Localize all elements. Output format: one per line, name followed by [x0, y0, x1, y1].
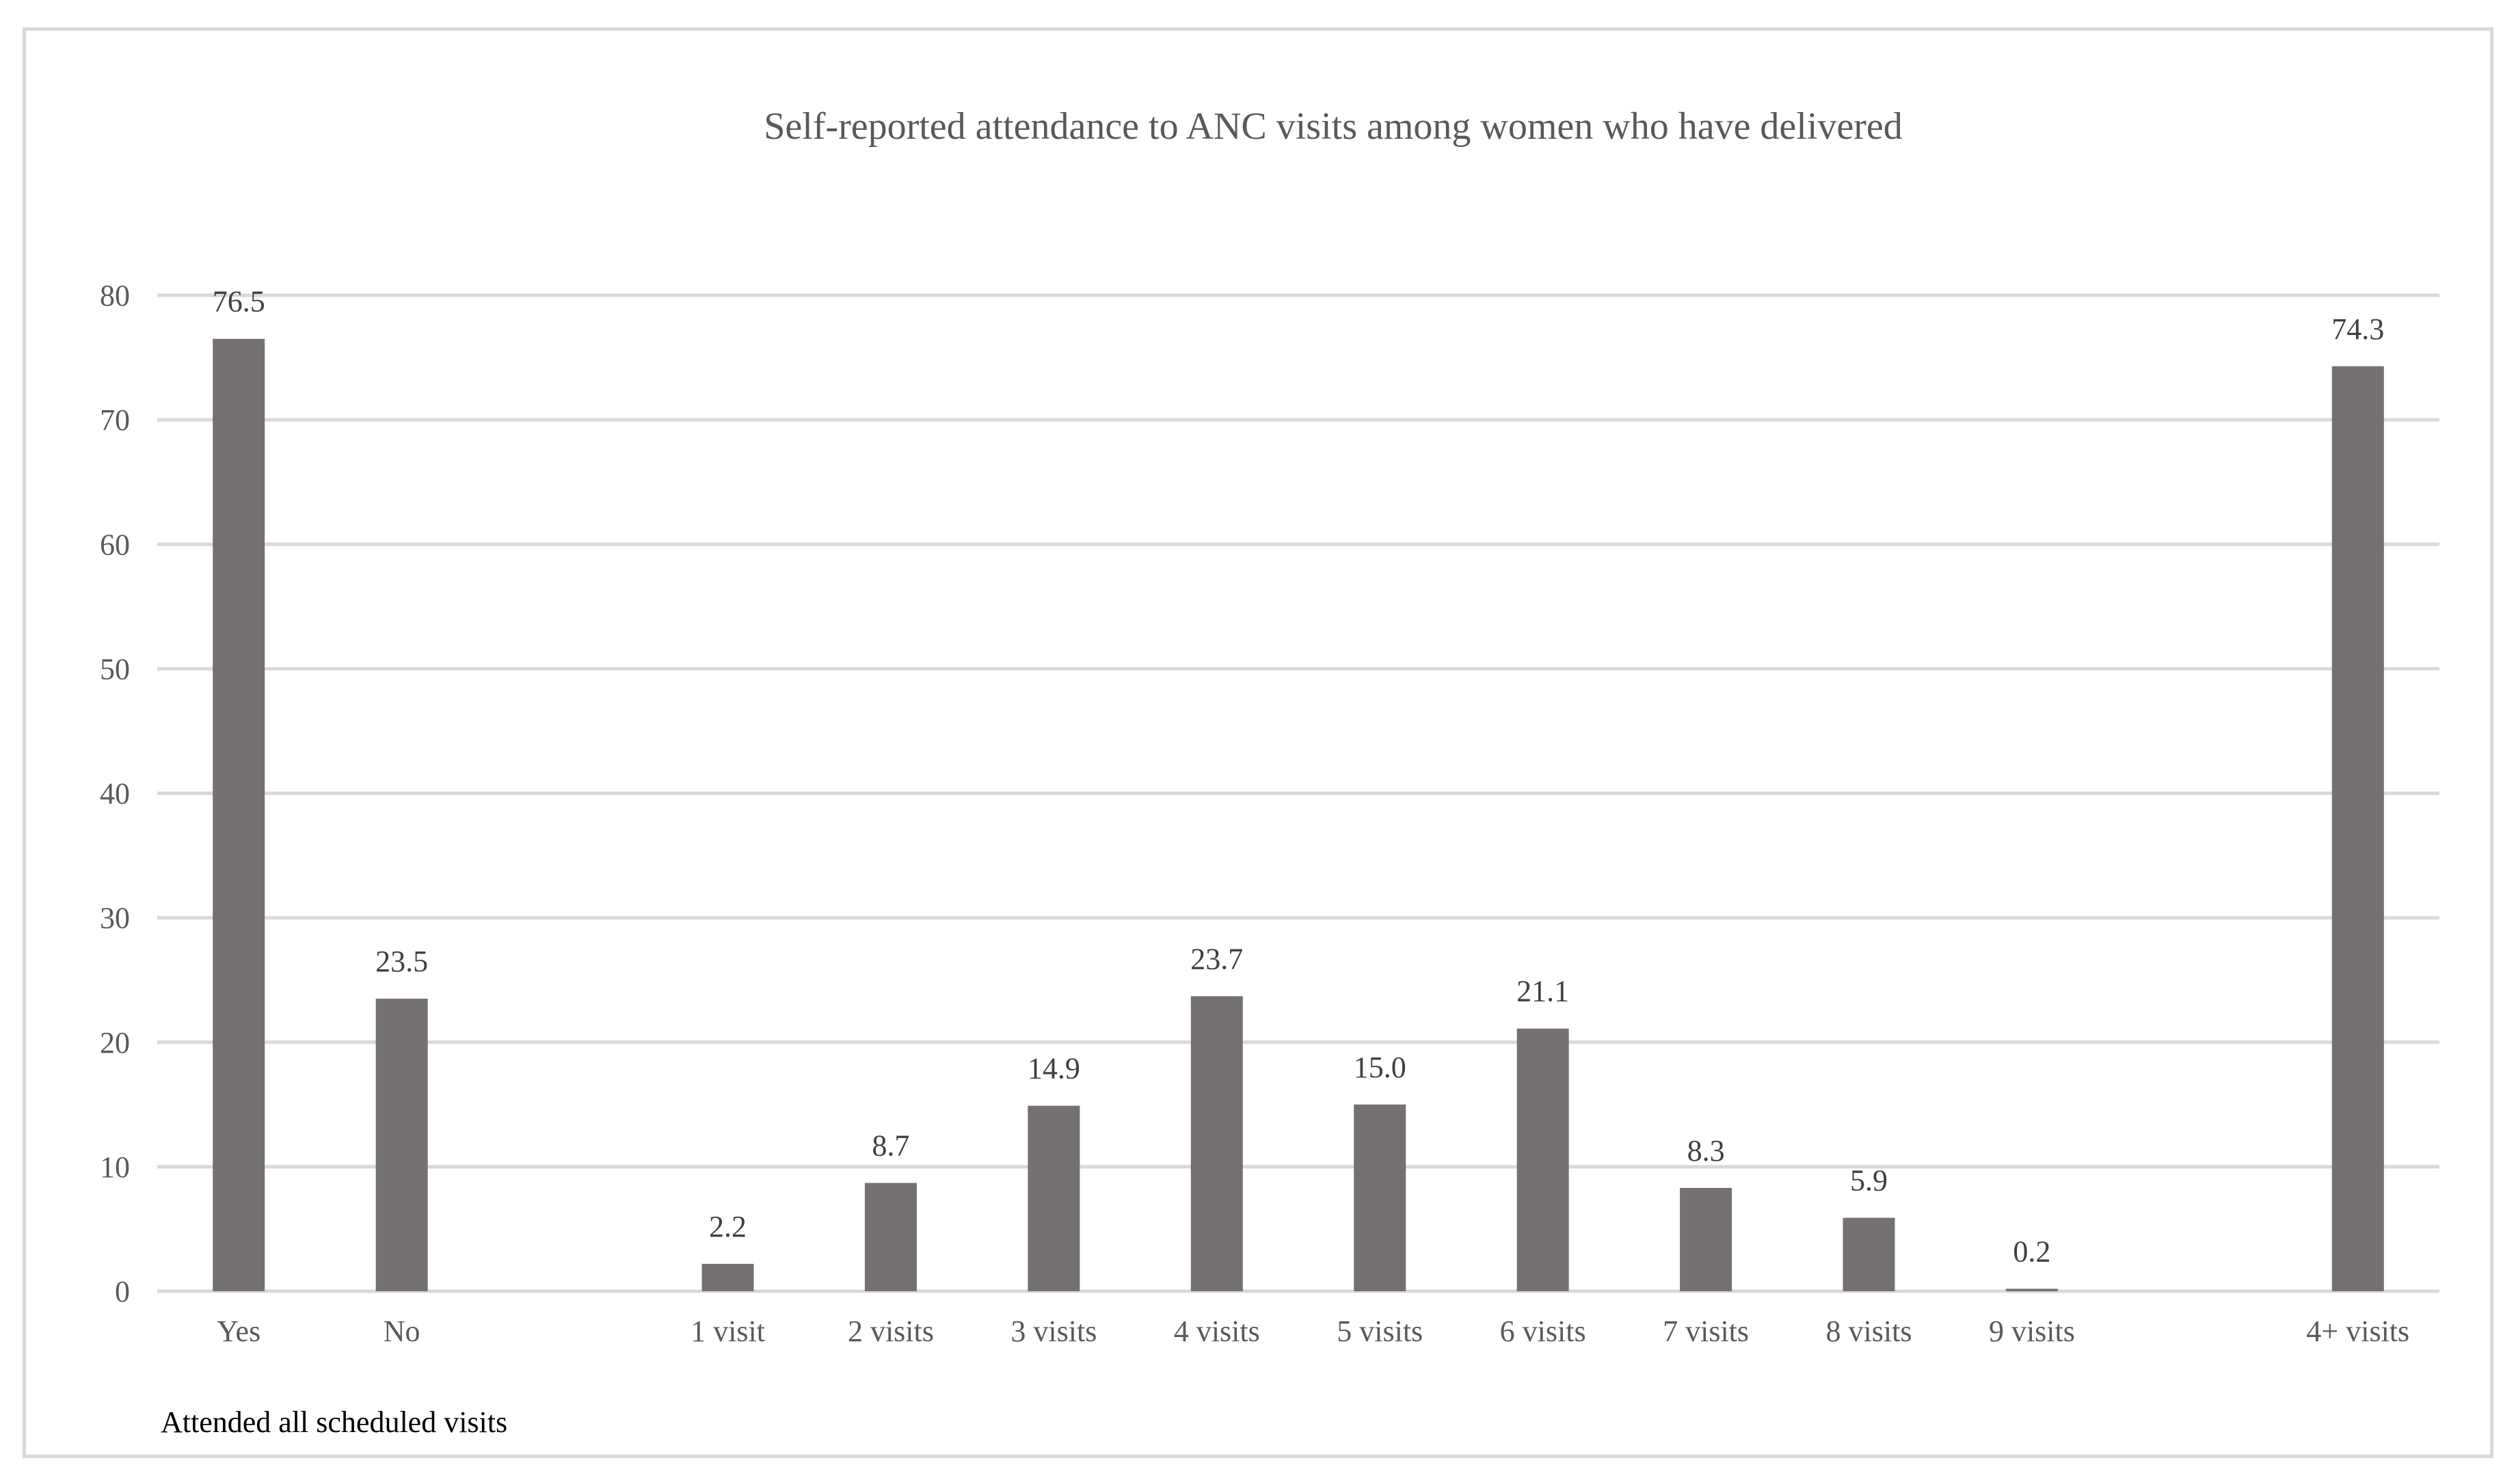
y-tick-label: 60	[100, 528, 130, 561]
data-label: 23.7	[1190, 942, 1243, 975]
bar	[701, 1263, 754, 1291]
data-label: 0.2	[2013, 1235, 2050, 1268]
x-axis-ticks: Yes No 1 visit 2 visits 3 visits 4 visits 5 vi…	[217, 1314, 2409, 1348]
bar	[2005, 1289, 2058, 1291]
data-label: 23.5	[375, 945, 428, 978]
y-tick-label: 40	[100, 777, 130, 811]
x-tick-label: 1 visit	[691, 1314, 765, 1348]
data-label: 74.3	[2331, 312, 2384, 346]
data-label: 15.0	[1354, 1051, 1406, 1084]
y-tick-label: 70	[100, 403, 130, 437]
y-tick-label: 10	[100, 1150, 130, 1184]
y-tick-label: 30	[100, 902, 130, 935]
bar	[1516, 1028, 1569, 1291]
bar	[1680, 1187, 1732, 1291]
data-label: 21.1	[1516, 975, 1569, 1008]
y-tick-label: 50	[100, 652, 130, 686]
chart-title: Self-reported attendance to ANC visits a…	[764, 105, 1903, 148]
bar	[1843, 1217, 1895, 1291]
bar	[1028, 1105, 1080, 1291]
data-labels: 76.5 23.5 2.2 8.7 14.9 23.7 15.0 21.1 8.3 5.9 0.2 7…	[213, 285, 2385, 1269]
data-label: 8.7	[872, 1129, 909, 1163]
bar	[375, 999, 428, 1291]
x-tick-label: 4 visits	[1174, 1314, 1260, 1348]
x-tick-label: 6 visits	[1500, 1314, 1586, 1348]
bar	[213, 338, 265, 1291]
data-label: 2.2	[709, 1210, 747, 1243]
x-tick-label: Yes	[217, 1314, 260, 1348]
x-tick-label: 7 visits	[1663, 1314, 1749, 1348]
y-axis-ticks: 0 10 20 30 40 50 60 70 80	[100, 279, 130, 1308]
gridlines	[157, 293, 2439, 1293]
y-tick-label: 0	[115, 1275, 130, 1308]
x-tick-label: 9 visits	[1989, 1314, 2075, 1348]
y-tick-label: 80	[100, 279, 130, 312]
x-tick-label: 2 visits	[848, 1314, 934, 1348]
x-tick-label: 8 visits	[1826, 1314, 1912, 1348]
chart-annotation: Attended all scheduled visits	[161, 1405, 508, 1439]
x-tick-label: 3 visits	[1011, 1314, 1097, 1348]
bar	[1354, 1104, 1406, 1291]
bar	[2331, 366, 2384, 1291]
x-tick-label: 5 visits	[1337, 1314, 1423, 1348]
bars	[213, 338, 2384, 1291]
y-tick-label: 20	[100, 1026, 130, 1060]
chart-frame	[23, 27, 2493, 1458]
data-label: 8.3	[1687, 1134, 1725, 1168]
bar	[864, 1183, 917, 1291]
x-tick-label: 4+ visits	[2306, 1314, 2409, 1348]
data-label: 76.5	[213, 285, 265, 319]
data-label: 14.9	[1028, 1052, 1080, 1085]
x-tick-label: No	[384, 1314, 420, 1348]
data-label: 5.9	[1850, 1164, 1888, 1198]
bar	[1190, 996, 1243, 1291]
